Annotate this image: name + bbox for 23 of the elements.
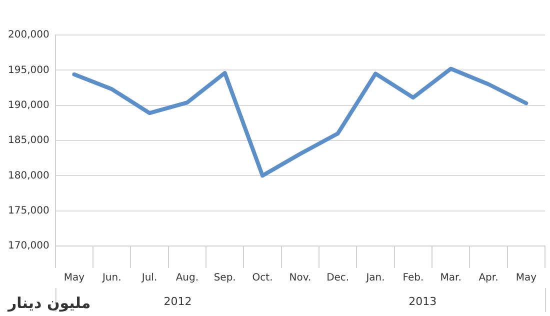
x-tick-label: Jun. [101,272,122,284]
x-tick-label: Aug. [176,272,199,284]
x-tick-label: Jul. [140,272,158,284]
y-tick-label: 170,000 [8,240,50,252]
y-tick-label: 175,000 [8,205,50,216]
x-tick-label: Feb. [402,272,424,284]
text: 2012 [164,294,192,308]
x-tick-label: Oct. [252,272,273,284]
y-tick-label: 185,000 [8,135,50,146]
x-tick-label: Sep. [214,272,236,284]
text: 2013 [408,294,437,308]
x-tick-label: Mar. [440,272,462,284]
y-tick-label: 190,000 [8,100,50,111]
y-tick-label: 195,000 [8,64,50,76]
x-tick-label: Apr. [478,272,498,284]
x-tick-label: May [516,272,537,284]
y-tick-label: 200,000 [8,30,50,41]
x-tick-label: Jan. [365,272,385,284]
y-tick-label: 180,000 [8,170,50,182]
x-tick-label: Nov. [289,272,312,284]
x-tick-label: May [64,272,85,284]
text: مليون دينار [7,294,91,312]
x-tick-label: Dec. [326,272,350,284]
